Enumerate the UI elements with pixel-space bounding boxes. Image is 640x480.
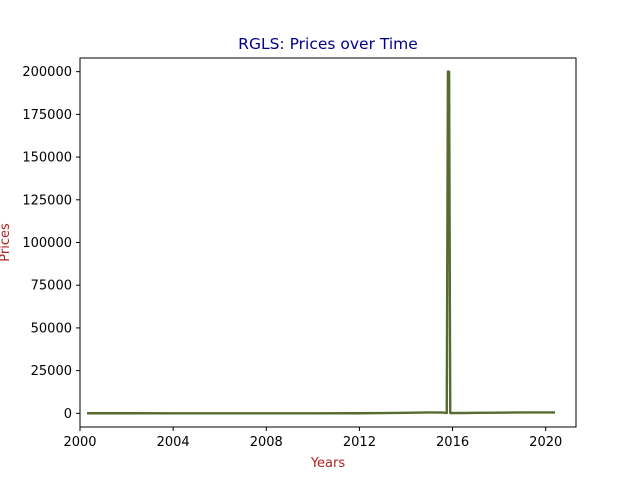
x-axis-ticks: 2000 2004 2008 2012 2016 2020	[63, 427, 562, 450]
x-tick-label: 2000	[63, 435, 96, 450]
price-series-line	[86, 70, 556, 415]
chart-title: RGLS: Prices over Time	[238, 35, 418, 53]
y-tick-label: 0	[64, 407, 72, 422]
x-tick-label: 2012	[343, 435, 376, 450]
y-tick-label: 200000	[22, 65, 72, 80]
y-tick-label: 50000	[31, 321, 72, 336]
x-tick-label: 2016	[436, 435, 469, 450]
plot-frame	[79, 57, 577, 428]
x-tick-label: 2008	[250, 435, 283, 450]
y-tick-label: 75000	[31, 279, 72, 294]
y-tick-label: 150000	[22, 151, 72, 166]
y-axis-ticks: 0 25000 50000 75000 100000 125000 150000 175000…	[22, 65, 80, 422]
x-tick-label: 2004	[157, 435, 190, 450]
y-tick-label: 125000	[22, 193, 72, 208]
x-axis-label: Years	[310, 456, 346, 471]
y-tick-label: 25000	[31, 364, 72, 379]
y-tick-label: 175000	[22, 108, 72, 123]
x-tick-label: 2020	[529, 435, 562, 450]
y-axis-label: Prices	[0, 223, 13, 262]
y-tick-label: 100000	[22, 236, 72, 251]
series-layer	[86, 70, 556, 415]
